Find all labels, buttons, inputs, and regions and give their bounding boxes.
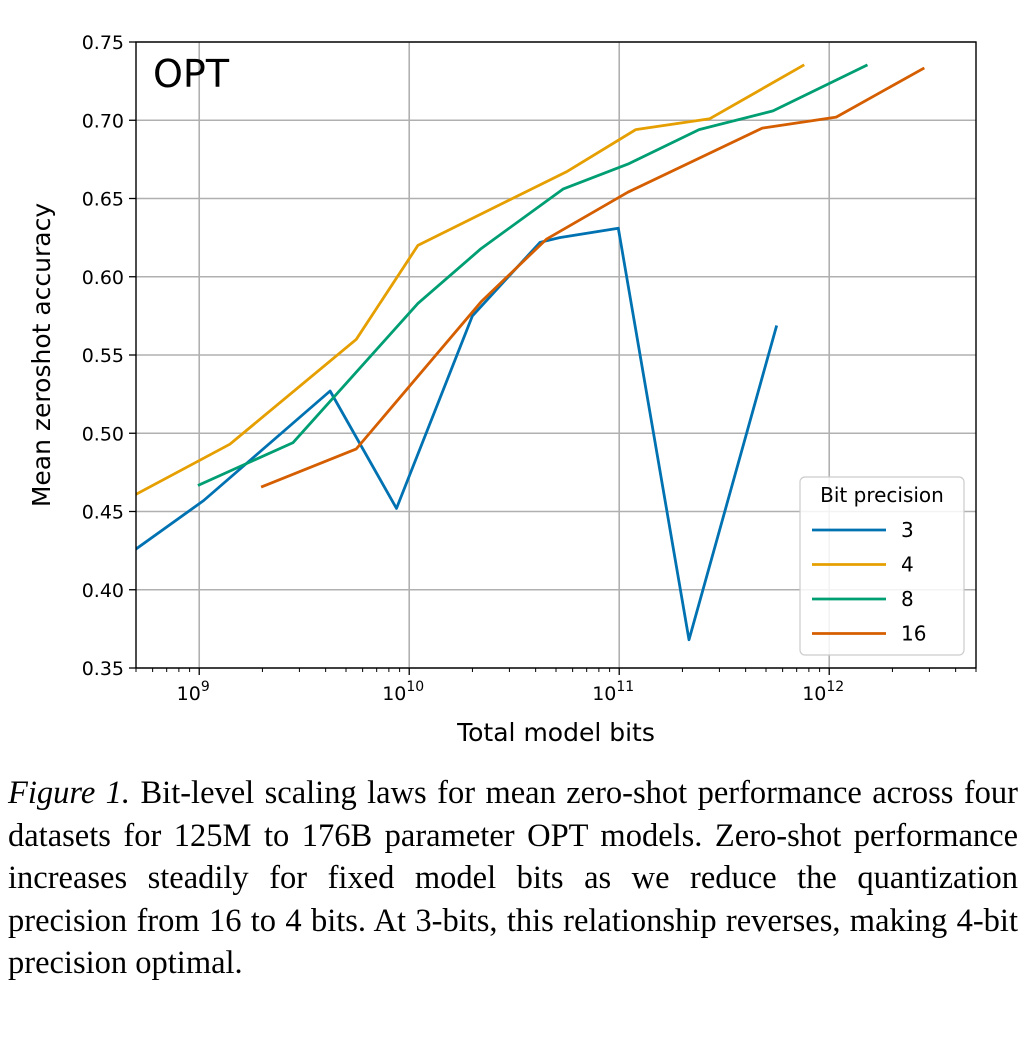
legend: Bit precision 3 4 8 16 bbox=[799, 476, 965, 656]
series-line-8 bbox=[197, 63, 869, 487]
y-tick-label: 0.50 bbox=[82, 423, 124, 445]
x-tick-label: 1011 bbox=[592, 679, 634, 705]
x-tick-exponent: 12 bbox=[826, 679, 844, 695]
x-tick-exponent: 9 bbox=[201, 679, 210, 695]
figure-caption: Figure 1. Bit-level scaling laws for mea… bbox=[8, 772, 1018, 985]
panel-label: OPT bbox=[153, 52, 230, 96]
legend-label: 8 bbox=[901, 587, 914, 611]
y-tick-label: 0.70 bbox=[82, 110, 124, 132]
y-tick-label: 0.65 bbox=[82, 189, 124, 211]
legend-box bbox=[799, 476, 965, 656]
y-tick-label: 0.55 bbox=[82, 345, 124, 367]
series-line-4 bbox=[136, 63, 805, 496]
x-tick-base: 10 bbox=[592, 683, 616, 705]
caption-text: Bit-level scaling laws for mean zero-sho… bbox=[8, 775, 1019, 981]
x-tick-base: 10 bbox=[382, 683, 406, 705]
x-tick-label: 1012 bbox=[802, 679, 844, 705]
y-tick-label: 0.35 bbox=[82, 658, 124, 680]
y-tick-label: 0.40 bbox=[82, 580, 124, 602]
x-tick-base: 10 bbox=[802, 683, 826, 705]
y-tick-label: 0.60 bbox=[82, 267, 124, 289]
legend-label: 4 bbox=[901, 553, 914, 577]
legend-title: Bit precision bbox=[820, 483, 944, 507]
x-tick-base: 10 bbox=[177, 683, 201, 705]
series-line-16 bbox=[260, 66, 926, 489]
x-tick-label: 1010 bbox=[382, 679, 424, 705]
series-lines bbox=[136, 63, 926, 642]
x-axis-label: Total model bits bbox=[456, 718, 655, 747]
y-tick-label: 0.45 bbox=[82, 502, 124, 524]
x-tick-label: 109 bbox=[177, 679, 210, 705]
x-tick-exponent: 11 bbox=[616, 679, 634, 695]
figure-label: Figure 1. bbox=[8, 775, 131, 811]
x-tick-exponent: 10 bbox=[406, 679, 424, 695]
y-axis-label: Mean zeroshot accuracy bbox=[27, 203, 56, 508]
legend-label: 3 bbox=[901, 518, 914, 542]
legend-label: 16 bbox=[901, 622, 926, 646]
y-tick-label: 0.75 bbox=[82, 32, 124, 54]
